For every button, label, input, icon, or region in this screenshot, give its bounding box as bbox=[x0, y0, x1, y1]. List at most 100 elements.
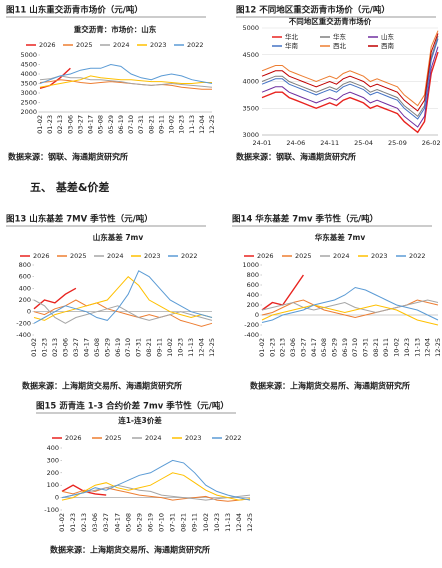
x-tick-label: 02-13 bbox=[56, 115, 64, 134]
y-tick-label: 200 bbox=[247, 301, 259, 309]
legend-label: 2026 bbox=[33, 252, 50, 260]
source-note: 数据来源：钢联、海通期货研究所 bbox=[8, 152, 128, 162]
chart-title: 华东基差 7mv bbox=[315, 232, 366, 242]
x-tick-label: 04-17 bbox=[310, 338, 318, 357]
y-tick-label: 200 bbox=[19, 296, 31, 304]
x-tick-label: 10-23 bbox=[177, 338, 185, 357]
x-tick-label: 01-02 bbox=[36, 115, 44, 134]
x-tick-label: 24-01 bbox=[253, 139, 272, 147]
x-tick-label: 12-04 bbox=[198, 115, 206, 134]
x-tick-label: 01-02 bbox=[258, 338, 266, 357]
y-tick-label: 0 bbox=[55, 494, 59, 502]
x-tick-label: 05-08 bbox=[124, 513, 132, 532]
x-tick-label: 03-06 bbox=[66, 115, 74, 134]
legend-label: 2022 bbox=[187, 41, 204, 49]
y-tick-label: 400 bbox=[247, 291, 259, 299]
x-tick-label: 03-27 bbox=[299, 338, 307, 357]
y-tick-label: 2500 bbox=[20, 99, 37, 107]
x-tick-label: 09-11 bbox=[156, 338, 164, 357]
x-tick-label: 08-21 bbox=[372, 338, 380, 357]
y-tick-label: 4500 bbox=[20, 61, 37, 69]
series-line bbox=[261, 30, 439, 107]
x-tick-label: 10-23 bbox=[178, 115, 186, 134]
y-tick-label: 800 bbox=[247, 271, 259, 279]
x-tick-label: 12-25 bbox=[246, 513, 254, 532]
legend-label: 华南 bbox=[285, 41, 299, 50]
legend-label: 2024 bbox=[333, 252, 350, 260]
x-tick-label: 25-09 bbox=[388, 139, 407, 147]
series-line bbox=[261, 33, 439, 112]
y-tick-label: 400 bbox=[47, 444, 59, 452]
x-tick-label: 07-10 bbox=[351, 338, 359, 357]
legend-label: 2023 bbox=[150, 41, 167, 49]
y-tick-label: -400 bbox=[16, 331, 31, 339]
series-line bbox=[261, 299, 439, 314]
series-line bbox=[261, 46, 439, 128]
legend-label: 西北 bbox=[333, 42, 347, 50]
x-tick-label: 12-25 bbox=[434, 338, 442, 357]
legend-label: 2023 bbox=[371, 252, 388, 260]
y-tick-label: 5000 bbox=[242, 24, 259, 32]
chart-title: 不同地区重交沥青市场价 bbox=[289, 16, 372, 26]
legend-label: 2025 bbox=[105, 434, 122, 442]
x-tick-label: 03-27 bbox=[72, 338, 80, 357]
x-tick-label: 12-25 bbox=[208, 338, 216, 357]
x-tick-label: 09-11 bbox=[382, 338, 390, 357]
series-line bbox=[61, 472, 251, 501]
x-tick-label: 10-02 bbox=[166, 338, 174, 357]
x-tick-label: 11-13 bbox=[187, 338, 195, 357]
legend-label: 2024 bbox=[113, 41, 130, 49]
legend-label: 2024 bbox=[145, 434, 162, 442]
x-tick-label: 05-08 bbox=[97, 115, 105, 134]
x-tick-label: 06-19 bbox=[146, 513, 154, 532]
x-tick-label: 04-17 bbox=[113, 513, 121, 532]
figure-caption: 图15 沥青连 1-3 合约价差 7mv 季节性（元/吨） bbox=[36, 401, 229, 412]
x-tick-label: 12-04 bbox=[235, 513, 243, 532]
source-note: 数据来源：上海期货交易所、海通期货研究所 bbox=[22, 381, 182, 391]
x-tick-label: 05-29 bbox=[107, 115, 115, 134]
figure-caption: 图13 山东基差 7MV 季节性（元/吨） bbox=[6, 214, 153, 225]
x-tick-label: 01-23 bbox=[69, 513, 77, 532]
series-line bbox=[261, 38, 439, 120]
x-tick-label: 07-10 bbox=[127, 115, 135, 134]
y-tick-label: -400 bbox=[244, 331, 259, 339]
y-tick-label: 0 bbox=[27, 308, 31, 316]
x-tick-label: 06-19 bbox=[117, 115, 125, 134]
x-tick-label: 05-08 bbox=[320, 338, 328, 357]
series-line bbox=[261, 51, 439, 134]
y-tick-label: -200 bbox=[244, 321, 259, 329]
y-tick-label: 3000 bbox=[242, 131, 259, 139]
source-note: 数据来源：钢联、海通期货研究所 bbox=[236, 152, 356, 162]
y-tick-label: 5000 bbox=[20, 51, 37, 59]
x-tick-label: 03-06 bbox=[289, 338, 297, 357]
x-tick-label: 08-21 bbox=[180, 513, 188, 532]
x-tick-label: 03-27 bbox=[76, 115, 84, 134]
y-tick-label: 100 bbox=[47, 481, 59, 489]
y-tick-label: 4500 bbox=[242, 51, 259, 59]
source-note: 数据来源：上海期货交易所、海通期货研究所 bbox=[50, 545, 210, 555]
section-heading: 五、 基差&价差 bbox=[30, 180, 109, 194]
y-tick-label: 600 bbox=[19, 273, 31, 281]
legend-label: 2022 bbox=[181, 252, 198, 260]
x-tick-label: 07-31 bbox=[362, 338, 370, 357]
series-line bbox=[61, 484, 251, 501]
series-line bbox=[261, 286, 439, 323]
x-tick-label: 01-02 bbox=[30, 338, 38, 357]
y-tick-label: 400 bbox=[19, 284, 31, 292]
x-tick-label: 10-02 bbox=[202, 513, 210, 532]
legend-label: 2024 bbox=[107, 252, 124, 260]
x-tick-label: 03-06 bbox=[91, 513, 99, 532]
y-tick-label: 800 bbox=[19, 261, 31, 269]
legend-label: 2025 bbox=[295, 252, 312, 260]
x-tick-label: 08-21 bbox=[147, 115, 155, 134]
x-tick-label: 10-02 bbox=[168, 115, 176, 134]
legend-label: 2026 bbox=[257, 252, 274, 260]
x-tick-label: 07-10 bbox=[124, 338, 132, 357]
x-tick-label: 02-13 bbox=[80, 513, 88, 532]
legend-label: 山东 bbox=[381, 32, 395, 41]
x-tick-label: 03-27 bbox=[102, 513, 110, 532]
y-tick-label: 1000 bbox=[242, 261, 259, 269]
y-tick-label: 3500 bbox=[242, 104, 259, 112]
y-tick-label: 300 bbox=[47, 456, 59, 464]
